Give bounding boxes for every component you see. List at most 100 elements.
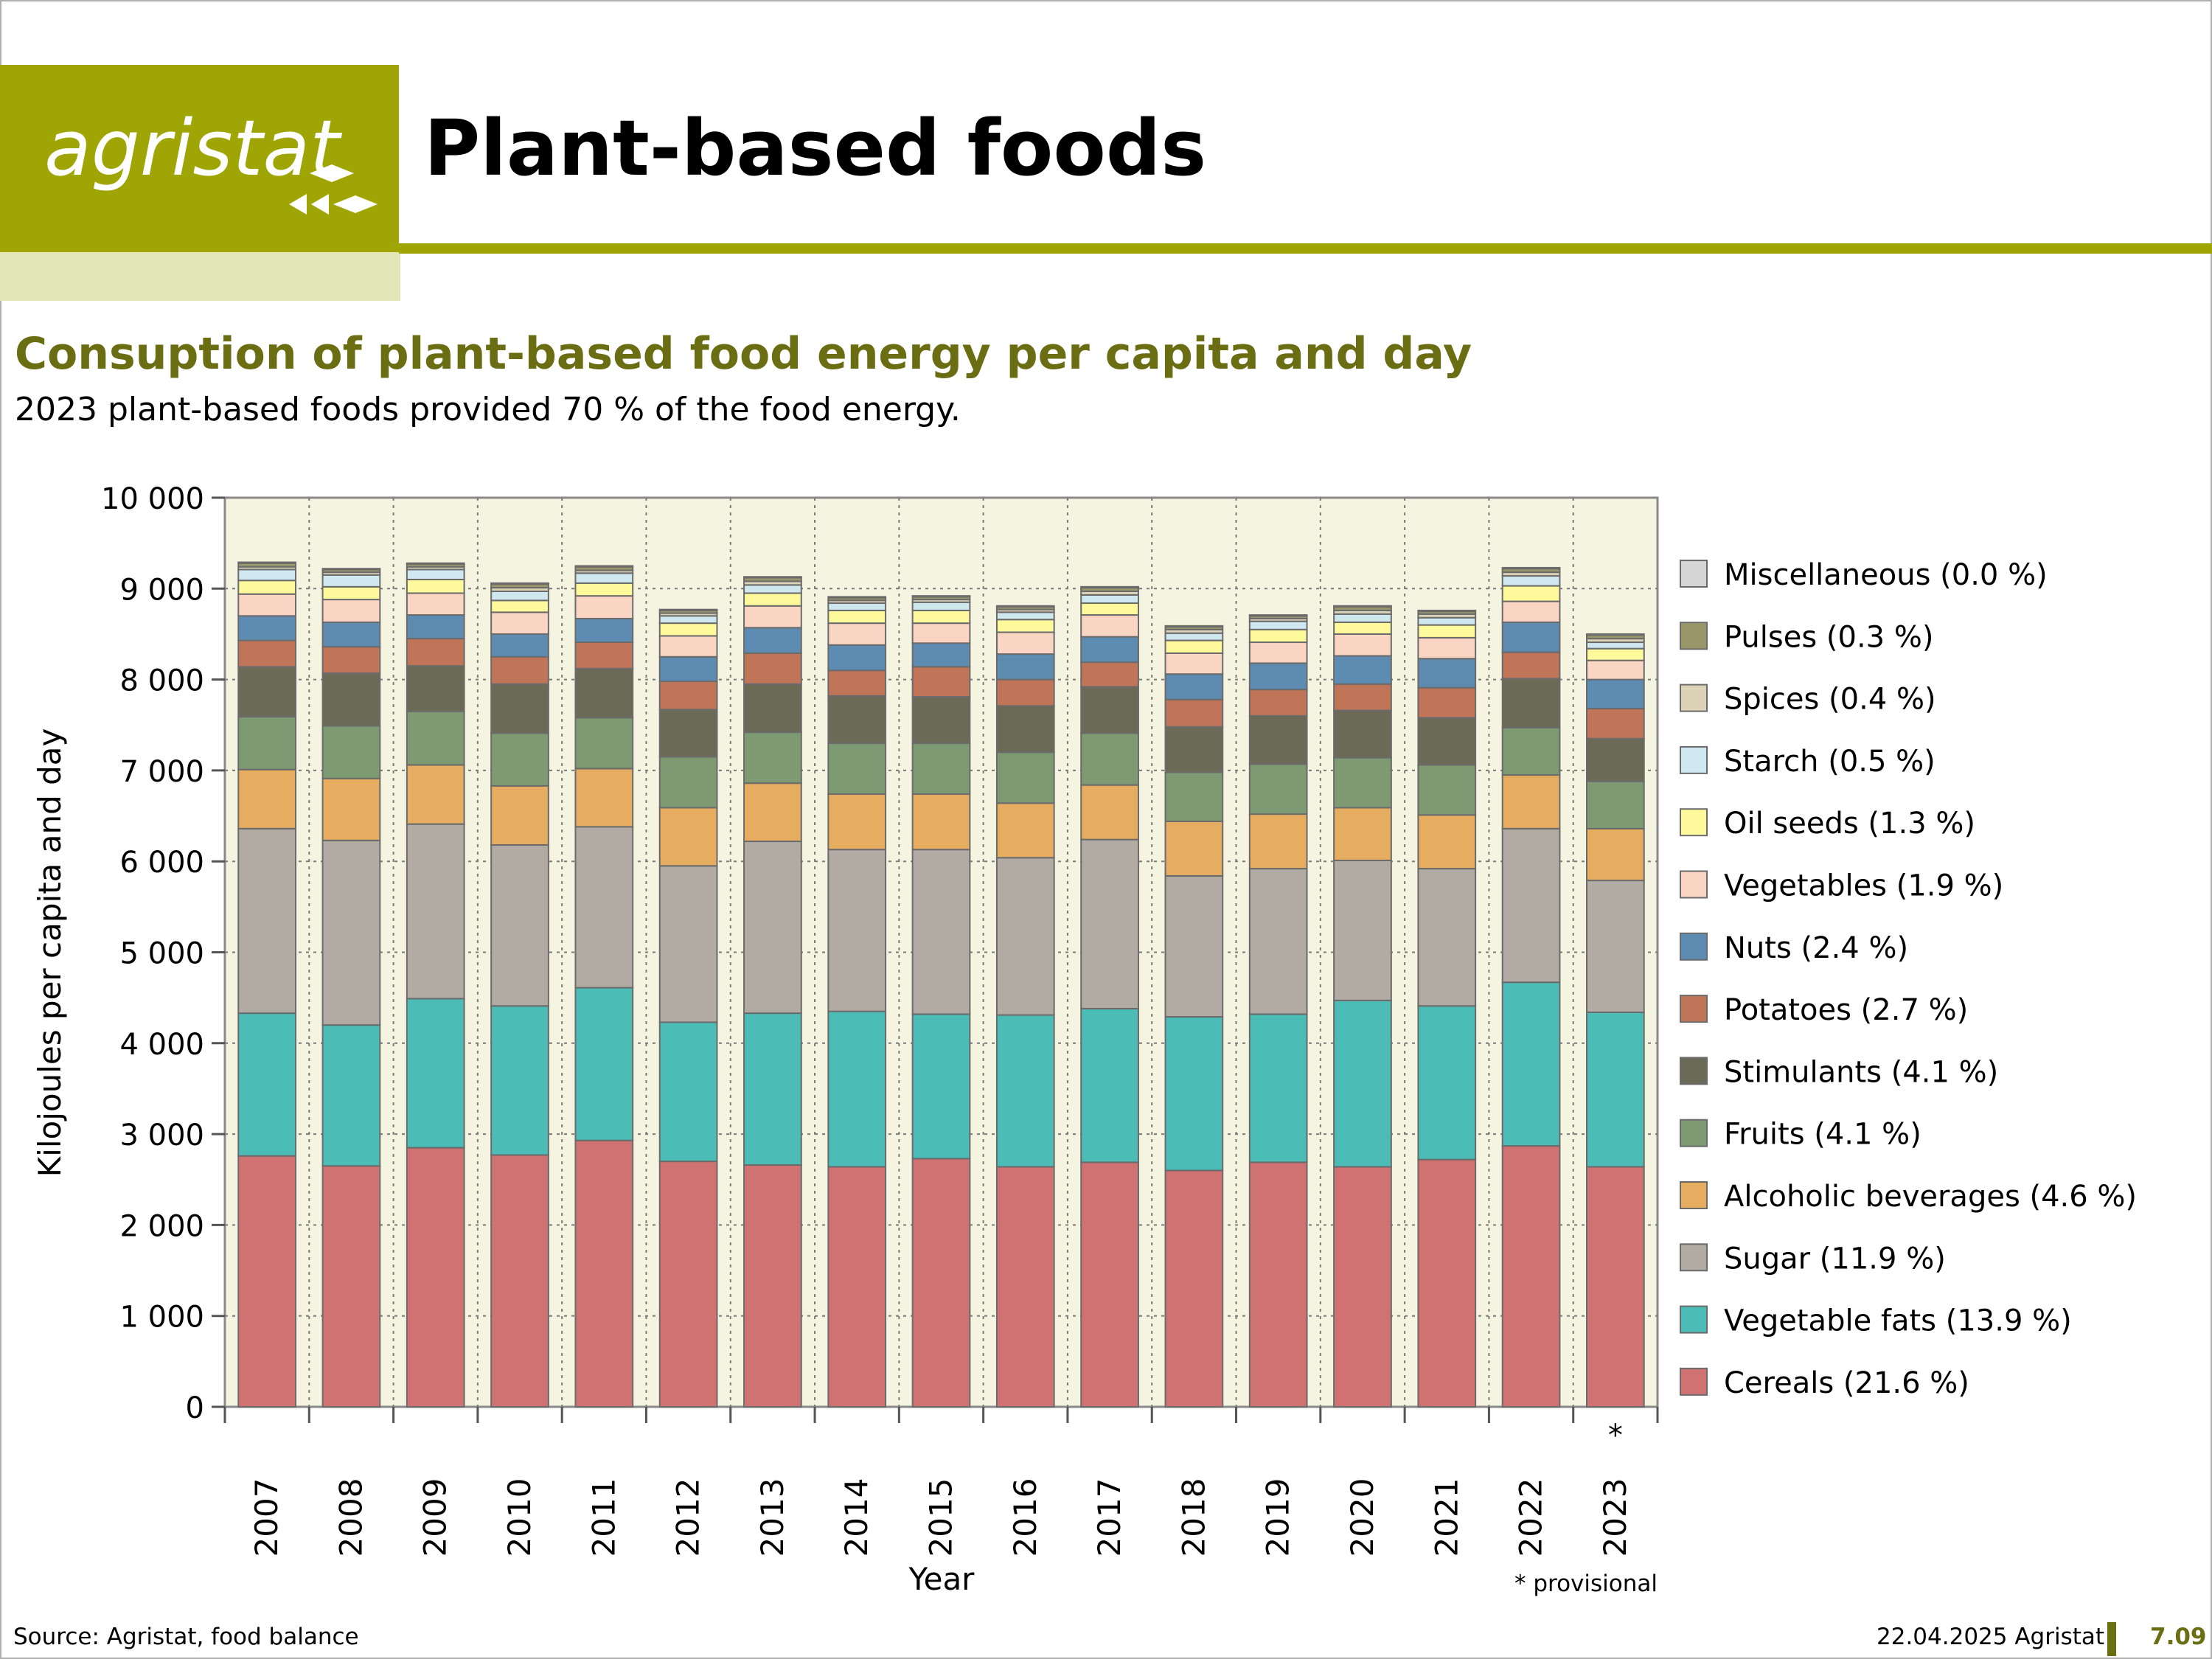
logo-underline-block (0, 252, 400, 301)
y-tick-label: 2 000 (119, 1209, 204, 1243)
bar-segment (827, 793, 887, 851)
bar-segment (1248, 641, 1308, 664)
bar-segment (406, 823, 465, 1000)
legend-swatch (1680, 1305, 1708, 1334)
bar-segment (827, 1010, 887, 1168)
bar-segment (1417, 1158, 1477, 1408)
bar-segment (1585, 678, 1645, 710)
bar-segment (574, 572, 634, 584)
bar-segment (406, 578, 465, 594)
bar-segment (1164, 698, 1224, 728)
bar-segment (1585, 633, 1645, 636)
legend-swatch (1680, 684, 1708, 712)
bar-segment (490, 844, 549, 1007)
bar-segment (995, 605, 1055, 608)
bar-segment (490, 582, 549, 585)
source-note: Source: Agristat, food balance (13, 1624, 359, 1650)
bar-segment (827, 622, 887, 646)
bar-segment (995, 619, 1055, 633)
bar-segment (1248, 662, 1308, 691)
bar-segment (406, 562, 465, 566)
bar-segment (237, 716, 297, 771)
bar-segment (743, 782, 802, 843)
bar-segment (827, 1166, 887, 1408)
bar-segment (237, 580, 297, 595)
stacked-bar-chart: 0 1 000 2 000 3 000 4 000 5 000 6 000 7 000 8 00… (32, 482, 2137, 1597)
bar-segment (1501, 726, 1561, 776)
bar-segment (743, 592, 802, 607)
bar-segment (1080, 732, 1139, 786)
bar-segment (237, 568, 297, 582)
bar-segment (574, 641, 634, 669)
legend-label: Stimulants (4.1 %) (1724, 1055, 1998, 1089)
bar-segment (827, 602, 887, 611)
bar-segment (995, 751, 1055, 804)
provisional-note: * provisional (1514, 1571, 1658, 1597)
logo-block (0, 65, 399, 252)
bar-segment (995, 631, 1055, 655)
bar-segment (1417, 764, 1477, 816)
bar-segment (995, 1166, 1055, 1408)
legend-label: Starch (0.5 %) (1724, 745, 1935, 779)
bar-segment (658, 865, 718, 1023)
legend-swatch (1680, 560, 1708, 588)
bar-segment (1585, 647, 1645, 661)
footer-divider (2107, 1622, 2116, 1656)
bar-segment (1585, 880, 1645, 1013)
x-tick-label: 2015 (923, 1478, 959, 1557)
bar-segment (1164, 673, 1224, 700)
bar-segment (1585, 827, 1645, 882)
bar-segment (406, 710, 465, 766)
bar-segment (1248, 1161, 1308, 1408)
bar-segment (995, 802, 1055, 859)
bar-segment (1585, 780, 1645, 830)
legend: Miscellaneous (0.0 %) Pulses (0.3 %) Spice… (1680, 558, 2137, 1400)
bar-segment (490, 683, 549, 734)
bar-segment (1080, 784, 1139, 841)
bar-segment (1080, 585, 1139, 589)
y-tick-label: 3 000 (119, 1119, 204, 1152)
bar-segment (911, 609, 971, 625)
bar-segment (1164, 652, 1224, 675)
bar-segment (1333, 757, 1392, 809)
bar-segment (911, 1158, 971, 1408)
x-tick-label: 2013 (754, 1478, 790, 1557)
bar-segment (406, 998, 465, 1149)
bar-segment (1333, 683, 1392, 712)
bar-segment (827, 669, 887, 697)
bar-segment (1248, 1013, 1308, 1164)
bar-segment (1501, 827, 1561, 984)
legend-swatch (1680, 1367, 1708, 1396)
bar-segment (1501, 774, 1561, 830)
legend-swatch (1680, 745, 1708, 774)
x-tick-label: 2019 (1260, 1478, 1296, 1557)
x-tick-label: 2009 (417, 1478, 453, 1557)
bar-segment (574, 826, 634, 989)
bar-segment (911, 601, 971, 611)
bar-segment (1417, 624, 1477, 639)
bar-segment (237, 593, 297, 617)
bar-segment (1417, 868, 1477, 1007)
bar-segment (658, 608, 718, 611)
bar-segment (321, 725, 381, 779)
bar-segment (658, 655, 718, 683)
legend-swatch (1680, 1119, 1708, 1147)
bar-segment (1333, 709, 1392, 759)
bar-segment (490, 785, 549, 846)
bar-segment (1248, 714, 1308, 765)
bar-segment (1080, 602, 1139, 616)
legend-label: Pulses (0.3 %) (1724, 620, 1933, 654)
x-tick-label: 2018 (1175, 1478, 1211, 1557)
legend-label: Potatoes (2.7 %) (1724, 993, 1968, 1027)
bar-segment (1585, 708, 1645, 740)
bars (237, 561, 1645, 1408)
bar-segment (1417, 686, 1477, 719)
bar-segment (237, 768, 297, 830)
bar-segment (1333, 807, 1392, 861)
bar-segment (490, 611, 549, 635)
bar-segment (658, 681, 718, 711)
logo-text: agristat (44, 103, 340, 193)
x-tick-label: 2011 (585, 1478, 622, 1557)
bar-segment (1585, 737, 1645, 782)
